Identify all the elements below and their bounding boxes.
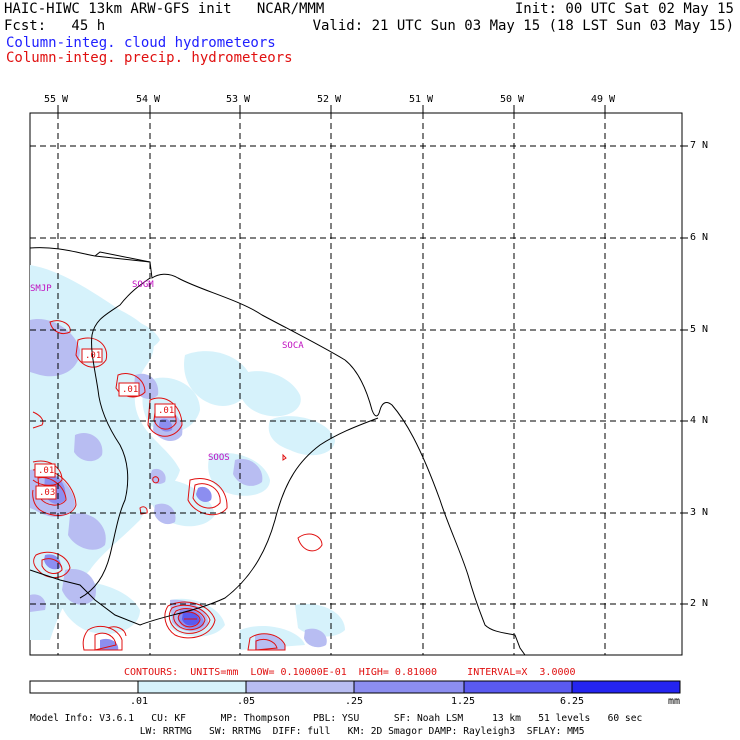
cloud-fill-strong xyxy=(182,611,200,626)
lat-label: 6 N xyxy=(690,232,709,243)
lon-label: 52 W xyxy=(317,94,342,105)
lon-label: 55 W xyxy=(44,94,69,105)
colorbar-unit: mm xyxy=(668,696,681,707)
colorbar-swatch-4 xyxy=(463,680,573,694)
tick-marks xyxy=(57,105,688,605)
colorbar-label: .25 xyxy=(345,696,364,707)
lon-label: 50 W xyxy=(500,94,525,105)
lon-label: 53 W xyxy=(226,94,251,105)
station-label: SOGM xyxy=(132,280,154,290)
colorbar-swatch-2 xyxy=(245,680,355,694)
lat-label: 4 N xyxy=(690,415,709,426)
coastline xyxy=(29,247,526,656)
colorbar-swatch-0 xyxy=(29,680,139,694)
lat-label: 3 N xyxy=(690,507,709,518)
colorbar-swatch-1 xyxy=(137,680,247,694)
run-title: HAIC-HIWC 13km ARW-GFS init NCAR/MMM xyxy=(4,1,325,17)
init-time: Init: 00 UTC Sat 02 May 15 xyxy=(514,1,734,17)
forecast-hour: Fcst: 45 h xyxy=(4,18,106,34)
lat-label: 7 N xyxy=(690,140,709,151)
model-info-line1: Model Info: V3.6.1 CU: KF MP: Thompson P… xyxy=(30,713,643,724)
contour-label: .01 xyxy=(38,466,55,476)
lon-label: 54 W xyxy=(136,94,161,105)
station-label: SOOS xyxy=(208,453,230,463)
colorbar-label: .01 xyxy=(130,696,149,707)
lon-label: 51 W xyxy=(409,94,434,105)
lon-label: 49 W xyxy=(591,94,616,105)
contour-info: CONTOURS: UNITS=mm LOW= 0.10000E-01 HIGH… xyxy=(124,667,576,678)
contour-label: .01 xyxy=(122,385,139,395)
colorbar-swatch-3 xyxy=(353,680,465,694)
colorbar xyxy=(29,680,681,694)
valid-time: Valid: 21 UTC Sun 03 May 15 (18 LST Sun … xyxy=(312,18,734,34)
station-label: SMJP xyxy=(30,284,52,294)
lat-label: 5 N xyxy=(690,324,709,335)
station-label: SOCA xyxy=(282,341,304,351)
colorbar-swatch-5 xyxy=(571,680,681,694)
lat-label: 2 N xyxy=(690,598,709,609)
contour-label: .03 xyxy=(39,488,56,498)
contour-label: .01 xyxy=(85,351,102,361)
legend-cloud: Column-integ. cloud hydrometeors xyxy=(6,35,276,51)
model-info-line2: LW: RRTMG SW: RRTMG DIFF: full KM: 2D Sm… xyxy=(30,726,585,737)
contour-label: .01 xyxy=(158,406,175,416)
colorbar-label: 6.25 xyxy=(560,696,585,707)
latlon-grid xyxy=(30,113,682,655)
legend-precip: Column-integ. precip. hydrometeors xyxy=(6,50,293,66)
contour-label-boxes xyxy=(34,348,176,500)
colorbar-label: 1.25 xyxy=(451,696,476,707)
colorbar-label: .05 xyxy=(237,696,256,707)
